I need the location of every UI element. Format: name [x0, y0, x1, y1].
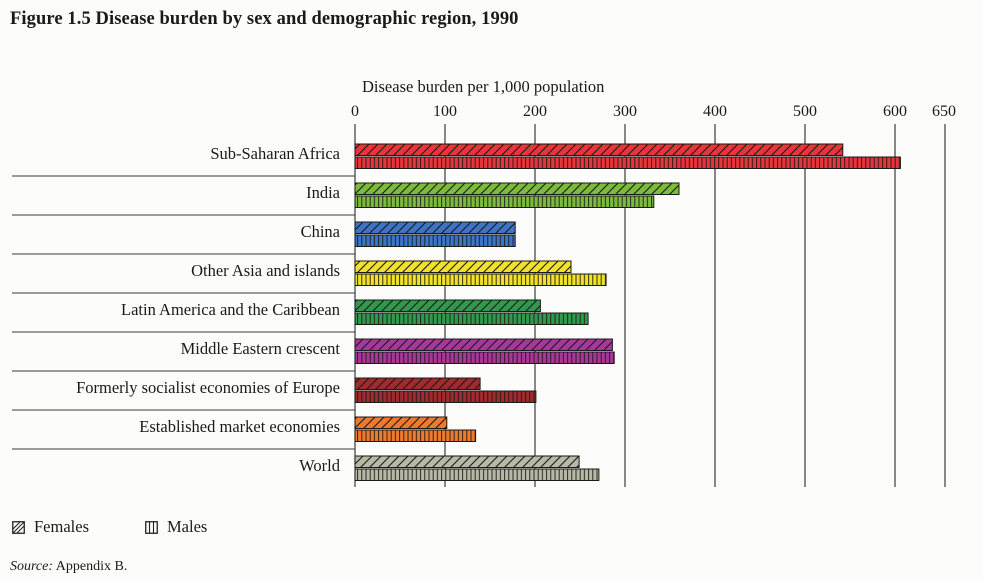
x-tick-label: 650	[932, 103, 956, 120]
bars	[354, 143, 901, 481]
category-label: Sub-Saharan Africa	[210, 144, 340, 163]
tick-labels: 0 100 200 300 400 500 600 650	[351, 103, 956, 120]
row-separators	[12, 175, 355, 450]
bar-males	[354, 234, 516, 247]
legend-label-males: Males	[167, 517, 208, 536]
category-label: China	[301, 222, 341, 241]
bar-males	[354, 156, 901, 169]
bar-females	[354, 221, 516, 234]
legend-label-females: Females	[34, 517, 89, 536]
x-tick-label: 500	[793, 103, 817, 120]
bar-males	[354, 195, 655, 208]
bar-males	[354, 351, 615, 364]
bar-males	[354, 312, 589, 325]
bar-males	[354, 390, 537, 403]
category-label: Formerly socialist economies of Europe	[76, 378, 340, 397]
category-labels: Sub-Saharan Africa India China Other Asia a…	[76, 144, 341, 475]
source-text: Appendix B.	[55, 559, 128, 574]
bar-males	[354, 273, 607, 286]
category-label: India	[306, 183, 341, 202]
x-axis-label: Disease burden per 1,000 population	[362, 77, 605, 96]
x-tick-label: 200	[523, 103, 547, 120]
source-note: Source: Appendix B.	[10, 559, 127, 575]
x-tick-label: 300	[613, 103, 637, 120]
bar-females	[354, 338, 613, 351]
bar-females	[354, 455, 580, 468]
bar-females	[354, 377, 481, 390]
bar-females	[354, 260, 572, 273]
males-swatch-icon	[145, 520, 158, 534]
bar-females	[354, 182, 680, 195]
category-label: Middle Eastern crescent	[181, 339, 341, 358]
source-label: Source:	[10, 559, 54, 574]
x-tick-label: 100	[433, 103, 457, 120]
x-tick-label: 400	[703, 103, 727, 120]
legend-item-females: Females	[12, 517, 89, 537]
bar-males	[354, 468, 600, 481]
bar-males	[354, 429, 477, 442]
category-label: Latin America and the Caribbean	[121, 300, 340, 319]
bar-females	[354, 143, 844, 156]
bar-females	[354, 416, 448, 429]
category-label: Other Asia and islands	[191, 261, 340, 280]
x-tick-label: 0	[351, 103, 359, 120]
figure-title: Figure 1.5 Disease burden by sex and dem…	[10, 9, 519, 29]
category-label: Established market economies	[139, 417, 340, 436]
legend-item-males: Males	[145, 517, 207, 537]
x-tick-label: 600	[883, 103, 907, 120]
females-swatch-icon	[12, 520, 25, 534]
bar-females	[354, 299, 541, 312]
category-label: World	[299, 456, 341, 475]
